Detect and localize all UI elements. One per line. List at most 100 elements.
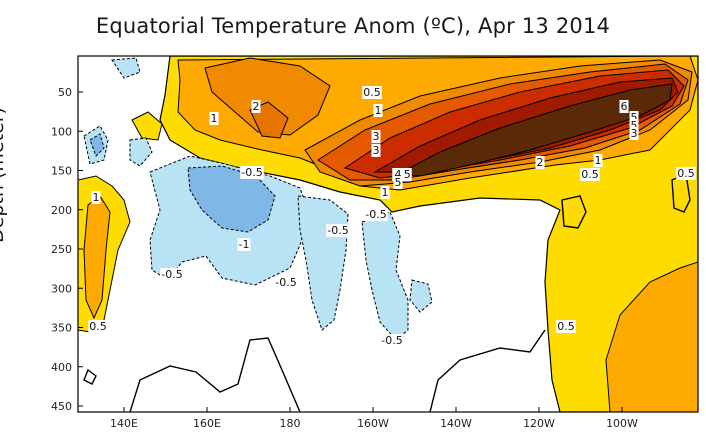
x-tick-label: 140W [440,417,472,430]
svg-text:0.5: 0.5 [557,320,575,333]
y-tick-label: 200 [51,204,72,217]
svg-text:0.5: 0.5 [677,167,695,180]
contour-label: -1 [237,238,251,251]
zero-contour-deep-2 [429,329,546,412]
contour-label-bg [629,119,639,132]
contour-fill-warm-1-deep [605,261,698,412]
contour-label-bg [380,186,390,199]
contour-label: 6 [619,100,629,113]
svg-text:4: 4 [395,168,402,181]
svg-text:6: 6 [621,100,628,113]
y-tick-label: 50 [58,86,72,99]
contour-label: 1 [91,191,101,204]
contour-label: 3 [371,130,381,143]
contour-label: 5 [393,176,403,189]
contour-label-bg [593,154,603,167]
svg-text:1: 1 [211,112,218,125]
contour-label: 2 [535,156,545,169]
contour-label-bg [251,100,261,113]
svg-text:3: 3 [373,144,380,157]
contour-label-bg [240,166,264,179]
contour-fill-warm-6 [396,83,673,177]
contour-label-bg [237,238,251,251]
contour-label-bg [326,224,350,237]
x-tick-label: 160W [357,417,389,430]
svg-text:2: 2 [537,156,544,169]
svg-text:-0.5: -0.5 [161,268,182,281]
contour-label: 0.5 [676,167,696,180]
svg-text:1: 1 [382,186,389,199]
svg-text:5: 5 [631,119,638,132]
contour-label: -0.5 [160,268,184,281]
x-tick-label: 180 [280,417,301,430]
plot-frame [77,55,699,413]
svg-text:2: 2 [253,100,260,113]
svg-text:5: 5 [395,176,402,189]
svg-text:-0.5: -0.5 [327,224,348,237]
contour-label-bg [629,111,639,124]
svg-text:3: 3 [631,127,638,140]
y-tick-label: 100 [51,125,72,138]
contour-fill-cool-a-1 [187,165,276,233]
svg-text:1: 1 [93,191,100,204]
contour-label: 2 [251,100,261,113]
contour-label-bg [364,208,388,221]
svg-text:-1: -1 [239,238,250,251]
contour-label-bg [91,191,101,204]
contour-label-bg [362,86,382,99]
contour-label-bg [274,276,298,289]
contour-label: 5 [629,119,639,132]
svg-text:-0.5: -0.5 [381,334,402,347]
contour-label: 0.5 [556,320,576,333]
chart-title: Equatorial Temperature Anom (ºC), Apr 13… [95,14,611,38]
contour-label-bg [380,334,404,347]
contour-label: 3 [629,127,639,140]
y-axis-ticks: 50 100 150 200 250 300 350 400 450 [51,86,83,413]
contour-label: 1 [380,186,390,199]
y-tick-label: 350 [51,322,72,335]
contour-fill-warm-2b [204,57,331,136]
contour-fill-warm-west-1 [83,195,111,320]
contour-labels: -0.5 -0.5 -0.5 -1 -0.5 -0.5 -0.5 0.5 0.5 0.5 0.5 0.… [88,86,696,347]
contour-fill-cool-c [361,211,409,341]
contour-label-bg [580,168,600,181]
x-tick-label: 160E [193,417,221,430]
svg-text:0.5: 0.5 [581,168,599,181]
contour-label-bg [371,130,381,143]
y-tick-label: 450 [51,400,72,413]
y-tick-label: 400 [51,361,72,374]
contour-label: 4 [393,168,403,181]
x-axis-ticks: 140E 160E 180 160W 140W 120W 100W [110,407,638,430]
contour-label: 5 [629,111,639,124]
x-tick-label: 100W [606,417,638,430]
contour-label-bg [556,320,576,333]
contour-label-bg [393,176,403,189]
svg-text:1: 1 [595,154,602,167]
contour-label-bg [373,104,383,117]
contour-label: 1 [593,154,603,167]
contour-label: -0.5 [380,334,404,347]
zero-contour-loop [561,195,587,229]
svg-text:0.5: 0.5 [363,86,381,99]
x-tick-label: 120W [523,417,555,430]
contour-label-bg [209,112,219,125]
y-tick-label: 150 [51,165,72,178]
y-tick-label: 300 [51,282,72,295]
contour-label: -0.5 [364,208,388,221]
contour-label-bg [676,167,696,180]
svg-text:-0.5: -0.5 [275,276,296,289]
contour-fill-cool-c2 [409,279,433,313]
contour-label: 0.5 [88,320,108,333]
contour-label-bg [535,156,545,169]
zero-contour-west [83,368,97,385]
contour-label: 0.5 [362,86,382,99]
zero-contour-deep [129,337,301,412]
contour-label-bg [160,268,184,281]
contour-fill-cool-e [111,57,141,79]
contour-fills [78,56,698,412]
contour-label-bg [393,168,403,181]
svg-text:-0.5: -0.5 [365,208,386,221]
contour-fill-warm-west-top [131,111,163,141]
svg-text:3: 3 [373,130,380,143]
